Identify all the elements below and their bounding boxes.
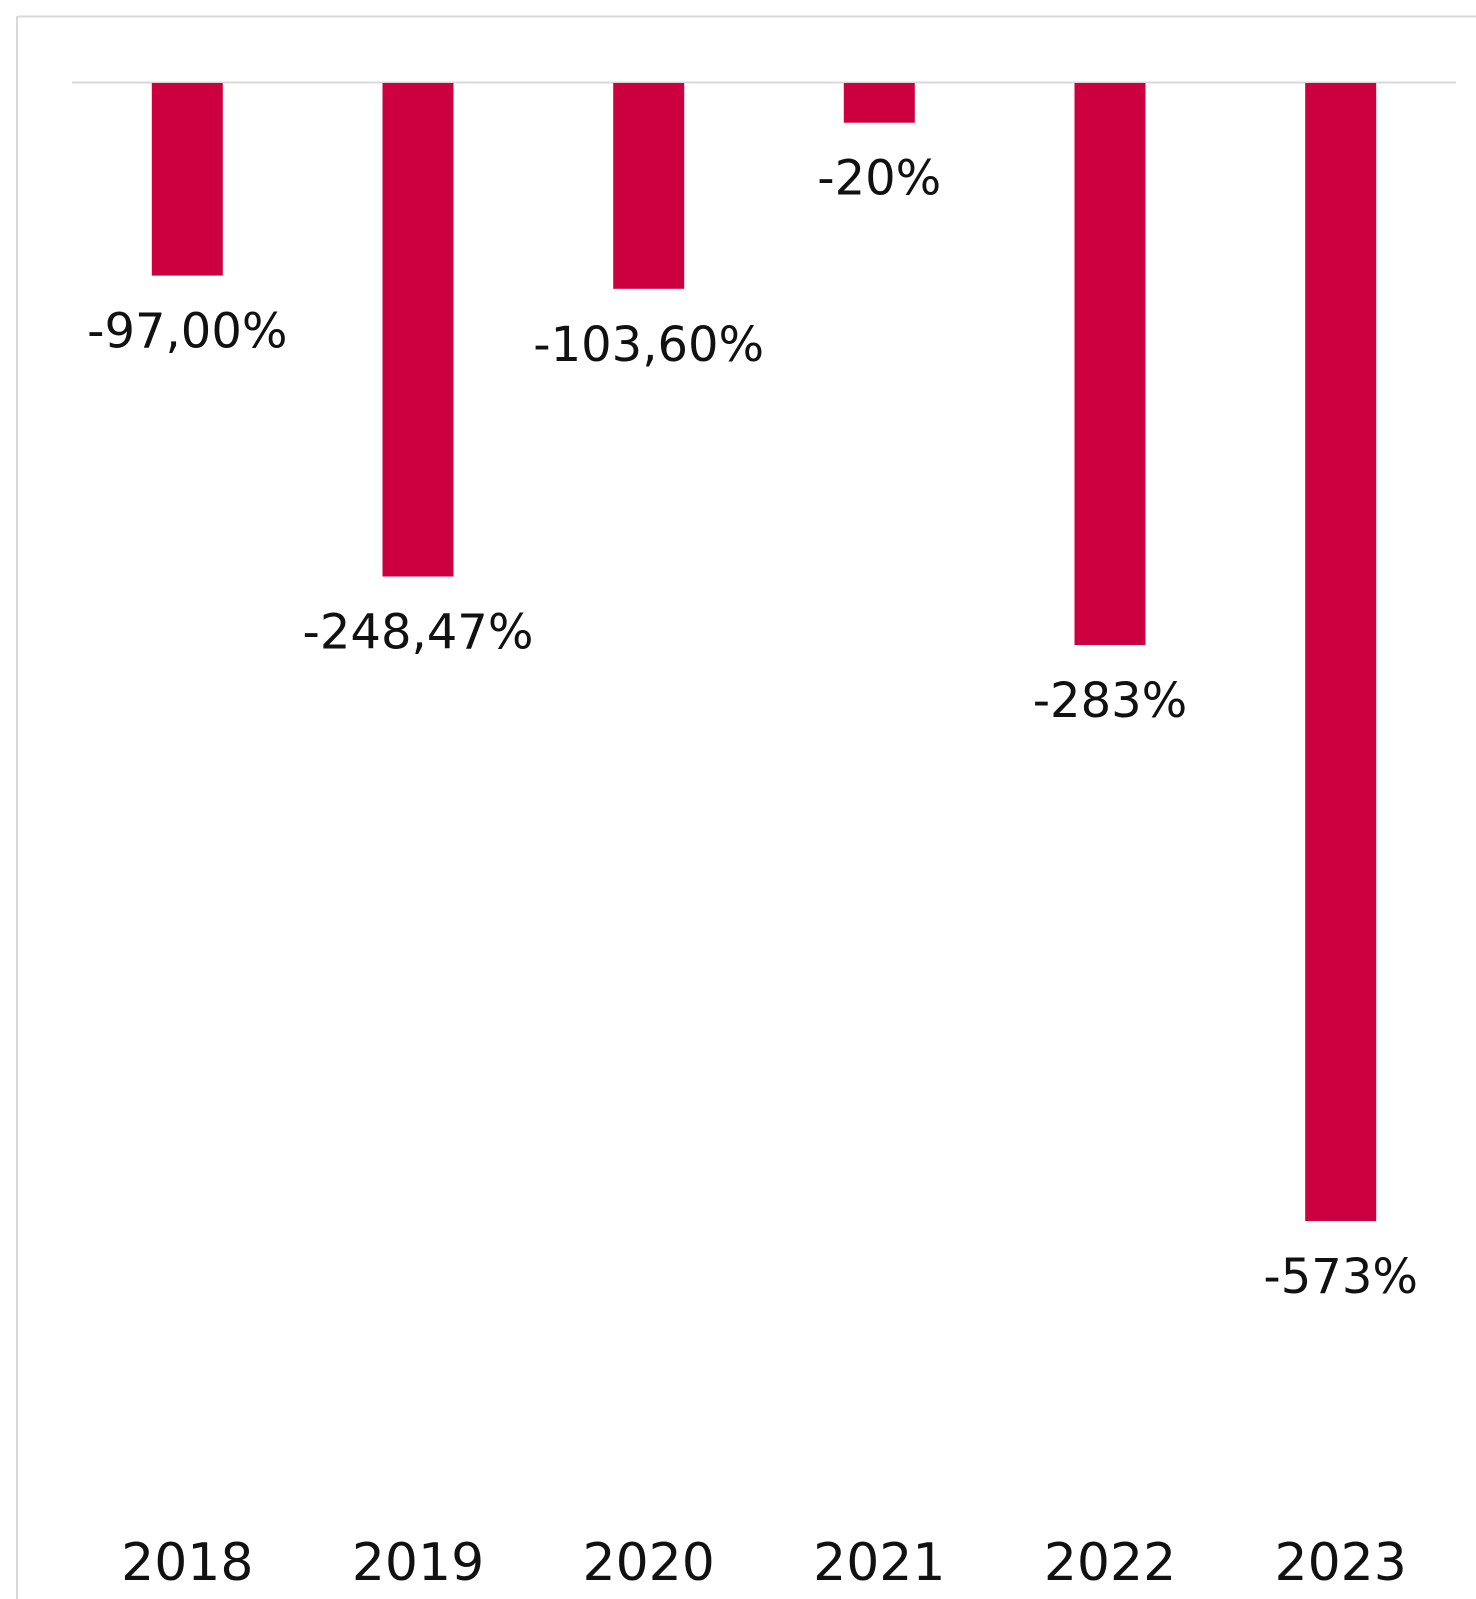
x-tick-label-2018: 2018 <box>121 1533 253 1593</box>
data-labels-group: -97,00% -248,47% -103,60% -20% -283% -573% <box>87 151 1418 1305</box>
bar-2023 <box>1305 83 1377 1221</box>
x-tick-label-2020: 2020 <box>583 1533 715 1593</box>
x-tick-label-2021: 2021 <box>813 1533 945 1593</box>
bar-2018 <box>151 83 223 276</box>
data-label-2021: -20% <box>817 151 941 207</box>
bar-2021 <box>843 83 915 123</box>
data-label-2019: -248,47% <box>303 605 534 661</box>
x-tick-label-2023: 2023 <box>1275 1533 1407 1593</box>
x-tick-label-2019: 2019 <box>352 1533 484 1593</box>
bar-2020 <box>613 83 685 289</box>
bar-2022 <box>1074 83 1146 645</box>
data-label-2020: -103,60% <box>533 317 764 373</box>
x-tick-labels-group: 2018 2019 2020 2021 2022 2023 <box>121 1533 1407 1593</box>
data-label-2022: -283% <box>1033 673 1188 729</box>
x-tick-label-2022: 2022 <box>1044 1533 1176 1593</box>
data-label-2023: -573% <box>1263 1249 1418 1305</box>
bars-group <box>151 83 1377 1221</box>
bar-2019 <box>382 83 454 577</box>
data-label-2018: -97,00% <box>87 304 287 360</box>
